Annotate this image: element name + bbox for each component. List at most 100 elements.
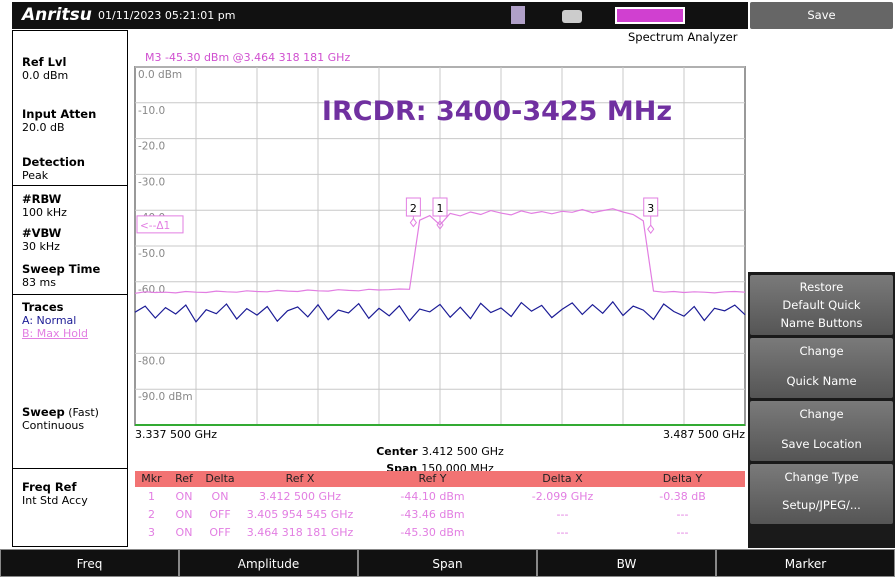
softkey[interactable]: Change Type Setup/JPEG/...: [750, 464, 893, 524]
table-cell: OFF: [209, 526, 231, 539]
table-cell: Mkr: [141, 472, 162, 485]
annotation: IRCDR: 3400-3425 MHz: [322, 96, 672, 127]
label: Detection: [22, 155, 85, 169]
x-tick-label: 3.337 500 GHz: [135, 428, 217, 441]
marker-readout: M3 -45.30 dBm @3.464 318 181 GHz: [145, 51, 350, 64]
value: (Fast): [68, 406, 99, 419]
table-cell: 3.464 318 181 GHz: [246, 526, 354, 539]
table-cell: 1: [148, 490, 155, 503]
table-row: 3 ON OFF 3.464 318 181 GHz -45.30 dBm --- ---: [135, 525, 745, 541]
table-cell: ON: [175, 490, 193, 503]
y-tick-label: -50.0: [138, 248, 165, 260]
label: Input Atten: [22, 107, 97, 121]
info: Sweep Time 83 ms: [22, 262, 100, 289]
table-cell: -43.46 dBm: [400, 508, 465, 521]
value: B: Max Hold: [22, 327, 89, 340]
brand: Anritsu: [22, 5, 92, 25]
table-cell: OFF: [209, 508, 231, 521]
menu-button[interactable]: BW: [537, 549, 716, 577]
delta-ref-box: [136, 215, 184, 234]
menu-button[interactable]: Span: [358, 549, 537, 577]
value: Int Std Accy: [22, 494, 88, 507]
table-cell: Ref: [175, 472, 193, 485]
marker-label: 2: [410, 202, 417, 215]
softkey[interactable]: Change Quick Name: [750, 338, 893, 398]
value: A: Normal: [22, 314, 77, 327]
y-tick-label: -90.0 dBm: [138, 391, 193, 403]
label: #RBW: [22, 192, 62, 206]
table-cell: -45.30 dBm: [400, 526, 465, 539]
save-icon: [511, 6, 525, 24]
label: Change: [799, 407, 844, 421]
divider: [12, 468, 128, 469]
label: Restore: [799, 280, 844, 294]
marker-diamond: [436, 220, 444, 230]
x-tick-label: 3.487 500 GHz: [663, 428, 745, 441]
info: Detection Peak: [22, 155, 85, 182]
label: Default Quick: [782, 298, 861, 312]
battery-icon: [615, 7, 685, 24]
table-cell: -0.38 dB: [659, 490, 706, 503]
softkey[interactable]: Restore Default Quick Name Buttons: [750, 275, 893, 335]
marker-box: [643, 197, 659, 217]
table-cell: Delta: [205, 472, 235, 485]
value: 20.0 dB: [22, 121, 65, 134]
center-label: Center: [376, 445, 418, 458]
table-cell: 3: [148, 526, 155, 539]
y-tick-label: 0.0 dBm: [138, 69, 182, 81]
trace: [134, 208, 746, 294]
softkey[interactable]: Change Save Location: [750, 401, 893, 461]
table-cell: -2.099 GHz: [531, 490, 594, 503]
table-cell: -44.10 dBm: [400, 490, 465, 503]
delta-ref-label: <--Δ1: [140, 220, 170, 232]
value: 100 kHz: [22, 206, 67, 219]
label: Sweep: [22, 405, 65, 419]
label: Quick Name: [786, 374, 857, 388]
table-cell: 3.405 954 545 GHz: [246, 508, 354, 521]
table-cell: Ref Y: [418, 472, 447, 485]
label: Traces: [22, 300, 64, 314]
datetime: 01/11/2023 05:21:01 pm: [98, 9, 236, 22]
value: Continuous: [22, 419, 85, 432]
menu-button[interactable]: Marker: [716, 549, 895, 577]
table-cell: ON: [175, 508, 193, 521]
y-tick-label: -60.0: [138, 284, 165, 296]
marker-label: 1: [437, 202, 444, 215]
value: 0.0 dBm: [22, 69, 69, 82]
value: 30 kHz: [22, 240, 60, 253]
info: Traces A: Normal B: Max Hold: [22, 300, 88, 340]
info: #VBW 30 kHz: [22, 226, 61, 253]
label: #VBW: [22, 226, 62, 240]
marker-label: 3: [647, 202, 654, 215]
value: Peak: [22, 169, 49, 182]
label: Save Location: [781, 437, 862, 451]
table-cell: Delta X: [542, 472, 583, 485]
info: Freq Ref Int Std Accy: [22, 480, 88, 507]
label: Sweep Time: [22, 262, 101, 276]
info: Ref Lvl 0.0 dBm: [22, 55, 68, 82]
table-cell: ---: [676, 508, 689, 521]
mode: Spectrum Analyzer: [628, 30, 738, 44]
menu-button[interactable]: Amplitude: [179, 549, 358, 577]
camera-icon: [562, 10, 582, 23]
marker-diamond: [409, 217, 418, 228]
trace: [134, 300, 746, 323]
label: Ref Lvl: [22, 55, 67, 69]
y-tick-label: -10.0: [138, 105, 165, 117]
label: Freq Ref: [22, 480, 77, 494]
softkey[interactable]: Save: [750, 2, 893, 29]
table-cell: 3.412 500 GHz: [258, 490, 342, 503]
y-tick-label: -20.0: [138, 141, 165, 153]
marker-box: [405, 197, 421, 217]
table-row: 2 ON OFF 3.405 954 545 GHz -43.46 dBm --- ---: [135, 507, 745, 523]
menu-button[interactable]: Freq: [0, 549, 179, 577]
label: Name Buttons: [780, 316, 863, 330]
divider: [12, 294, 128, 295]
center-text: Center 3.412 500 GHz: [376, 445, 504, 458]
y-tick-label: -80.0: [138, 355, 165, 367]
info: Input Atten 20.0 dB: [22, 107, 96, 134]
info: Sweep (Fast) Continuous: [22, 405, 99, 432]
table-row: 1 ON ON 3.412 500 GHz -44.10 dBm -2.099 GHz -0…: [135, 489, 745, 505]
table-cell: 2: [148, 508, 155, 521]
